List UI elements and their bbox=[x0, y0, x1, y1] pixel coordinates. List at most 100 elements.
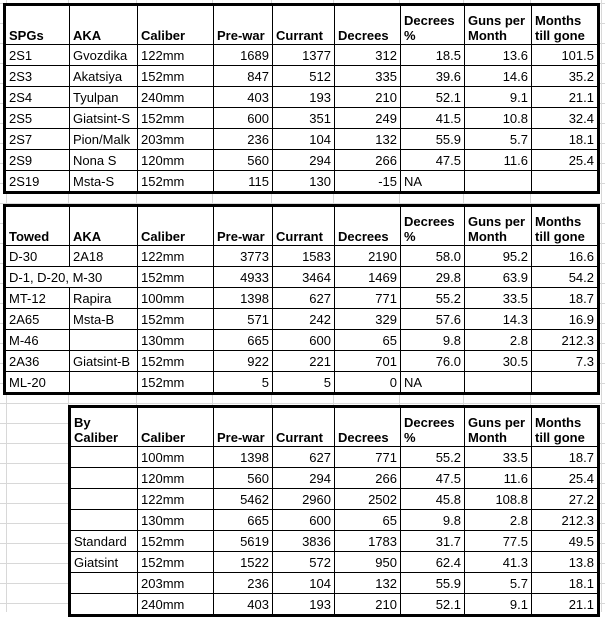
cell[interactable]: 2S1 bbox=[4, 44, 70, 66]
column-header[interactable]: Decrees bbox=[334, 4, 401, 45]
cell[interactable]: 335 bbox=[334, 65, 401, 87]
cell[interactable]: 403 bbox=[213, 86, 273, 108]
cell[interactable]: 571 bbox=[213, 308, 273, 330]
cell[interactable] bbox=[69, 593, 138, 616]
cell[interactable]: 10.8 bbox=[464, 107, 532, 129]
cell[interactable]: 212.3 bbox=[531, 509, 599, 531]
column-header[interactable]: Caliber bbox=[137, 205, 214, 246]
cell[interactable]: 152mm bbox=[137, 350, 214, 372]
column-header[interactable]: AKA bbox=[69, 205, 138, 246]
cell[interactable] bbox=[531, 170, 599, 193]
cell[interactable]: Msta-S bbox=[69, 170, 138, 193]
column-header[interactable]: Decrees % bbox=[400, 205, 465, 246]
cell[interactable]: 294 bbox=[272, 467, 335, 489]
cell[interactable]: 55.9 bbox=[400, 572, 465, 594]
cell[interactable]: Giatsint-B bbox=[69, 350, 138, 372]
cell[interactable]: 9.1 bbox=[464, 86, 532, 108]
cell[interactable]: 2A36 bbox=[4, 350, 70, 372]
cell[interactable]: 2S5 bbox=[4, 107, 70, 129]
cell[interactable]: 55.9 bbox=[400, 128, 465, 150]
cell[interactable]: D-1, D-20, M-30 bbox=[4, 266, 138, 288]
cell[interactable]: Gvozdika bbox=[69, 44, 138, 66]
cell[interactable]: 7.3 bbox=[531, 350, 599, 372]
cell[interactable]: 2S19 bbox=[4, 170, 70, 193]
cell[interactable]: 5.7 bbox=[464, 572, 532, 594]
cell[interactable]: 95.2 bbox=[464, 245, 532, 267]
cell[interactable]: 14.6 bbox=[464, 65, 532, 87]
cell[interactable]: Pion/Malk bbox=[69, 128, 138, 150]
cell[interactable]: -15 bbox=[334, 170, 401, 193]
cell[interactable]: 9.1 bbox=[464, 593, 532, 616]
column-header[interactable]: Currant bbox=[272, 205, 335, 246]
cell[interactable]: 152mm bbox=[137, 65, 214, 87]
cell[interactable]: 240mm bbox=[137, 593, 214, 616]
cell[interactable]: 2190 bbox=[334, 245, 401, 267]
cell[interactable]: 132 bbox=[334, 572, 401, 594]
cell[interactable] bbox=[69, 329, 138, 351]
cell[interactable]: 122mm bbox=[137, 245, 214, 267]
cell[interactable]: 57.6 bbox=[400, 308, 465, 330]
cell[interactable]: 76.0 bbox=[400, 350, 465, 372]
cell[interactable]: 9.8 bbox=[400, 329, 465, 351]
cell[interactable]: Standard bbox=[69, 530, 138, 552]
cell[interactable]: 55.2 bbox=[400, 446, 465, 468]
cell[interactable]: NA bbox=[400, 371, 465, 394]
cell[interactable]: 122mm bbox=[137, 44, 214, 66]
cell[interactable] bbox=[69, 488, 138, 510]
cell[interactable]: 21.1 bbox=[531, 86, 599, 108]
cell[interactable]: 236 bbox=[213, 128, 273, 150]
cell[interactable]: NA bbox=[400, 170, 465, 193]
cell[interactable]: 249 bbox=[334, 107, 401, 129]
cell[interactable]: Akatsiya bbox=[69, 65, 138, 87]
cell[interactable]: 5.7 bbox=[464, 128, 532, 150]
cell[interactable]: 65 bbox=[334, 509, 401, 531]
cell[interactable]: Giatsint bbox=[69, 551, 138, 573]
cell[interactable]: 108.8 bbox=[464, 488, 532, 510]
cell[interactable]: 35.2 bbox=[531, 65, 599, 87]
cell[interactable]: 221 bbox=[272, 350, 335, 372]
column-header[interactable]: Pre-war bbox=[213, 4, 273, 45]
cell[interactable]: 1783 bbox=[334, 530, 401, 552]
cell[interactable]: 13.6 bbox=[464, 44, 532, 66]
cell[interactable] bbox=[69, 572, 138, 594]
cell[interactable]: 25.4 bbox=[531, 149, 599, 171]
cell[interactable]: 2.8 bbox=[464, 509, 532, 531]
cell[interactable]: 3464 bbox=[272, 266, 335, 288]
cell[interactable]: 512 bbox=[272, 65, 335, 87]
cell[interactable]: 212.3 bbox=[531, 329, 599, 351]
cell[interactable]: 122mm bbox=[137, 488, 214, 510]
cell[interactable]: 2S4 bbox=[4, 86, 70, 108]
cell[interactable]: 14.3 bbox=[464, 308, 532, 330]
cell[interactable]: 1689 bbox=[213, 44, 273, 66]
cell[interactable]: 1522 bbox=[213, 551, 273, 573]
cell[interactable] bbox=[464, 371, 532, 394]
cell[interactable]: 130mm bbox=[137, 329, 214, 351]
cell[interactable]: 152mm bbox=[137, 530, 214, 552]
cell[interactable]: 210 bbox=[334, 86, 401, 108]
column-header[interactable]: Towed bbox=[4, 205, 70, 246]
cell[interactable]: 21.1 bbox=[531, 593, 599, 616]
cell[interactable]: 18.7 bbox=[531, 287, 599, 309]
column-header[interactable]: Currant bbox=[272, 406, 335, 447]
column-header[interactable]: Caliber bbox=[137, 4, 214, 45]
column-header[interactable]: Decrees % bbox=[400, 4, 465, 45]
cell[interactable]: ML-20 bbox=[4, 371, 70, 394]
cell[interactable]: 560 bbox=[213, 149, 273, 171]
cell[interactable]: 600 bbox=[272, 509, 335, 531]
cell[interactable]: 329 bbox=[334, 308, 401, 330]
cell[interactable]: 130mm bbox=[137, 509, 214, 531]
cell[interactable]: 115 bbox=[213, 170, 273, 193]
cell[interactable]: 55.2 bbox=[400, 287, 465, 309]
cell[interactable]: 130 bbox=[272, 170, 335, 193]
cell[interactable]: 33.5 bbox=[464, 287, 532, 309]
cell[interactable]: 11.6 bbox=[464, 149, 532, 171]
cell[interactable]: 32.4 bbox=[531, 107, 599, 129]
column-header[interactable]: Decrees % bbox=[400, 406, 465, 447]
cell[interactable]: 351 bbox=[272, 107, 335, 129]
cell[interactable]: 1583 bbox=[272, 245, 335, 267]
cell[interactable]: 572 bbox=[272, 551, 335, 573]
cell[interactable]: 3773 bbox=[213, 245, 273, 267]
column-header[interactable]: Months till gone bbox=[531, 4, 599, 45]
cell[interactable]: 193 bbox=[272, 593, 335, 616]
